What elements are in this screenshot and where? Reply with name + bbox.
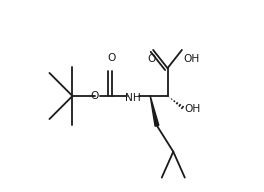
Text: O: O: [147, 54, 155, 64]
Text: OH: OH: [185, 104, 201, 114]
Text: O: O: [108, 53, 116, 63]
Text: NH: NH: [125, 93, 141, 103]
Text: OH: OH: [183, 54, 199, 64]
Text: O: O: [90, 91, 99, 101]
Polygon shape: [150, 96, 159, 126]
